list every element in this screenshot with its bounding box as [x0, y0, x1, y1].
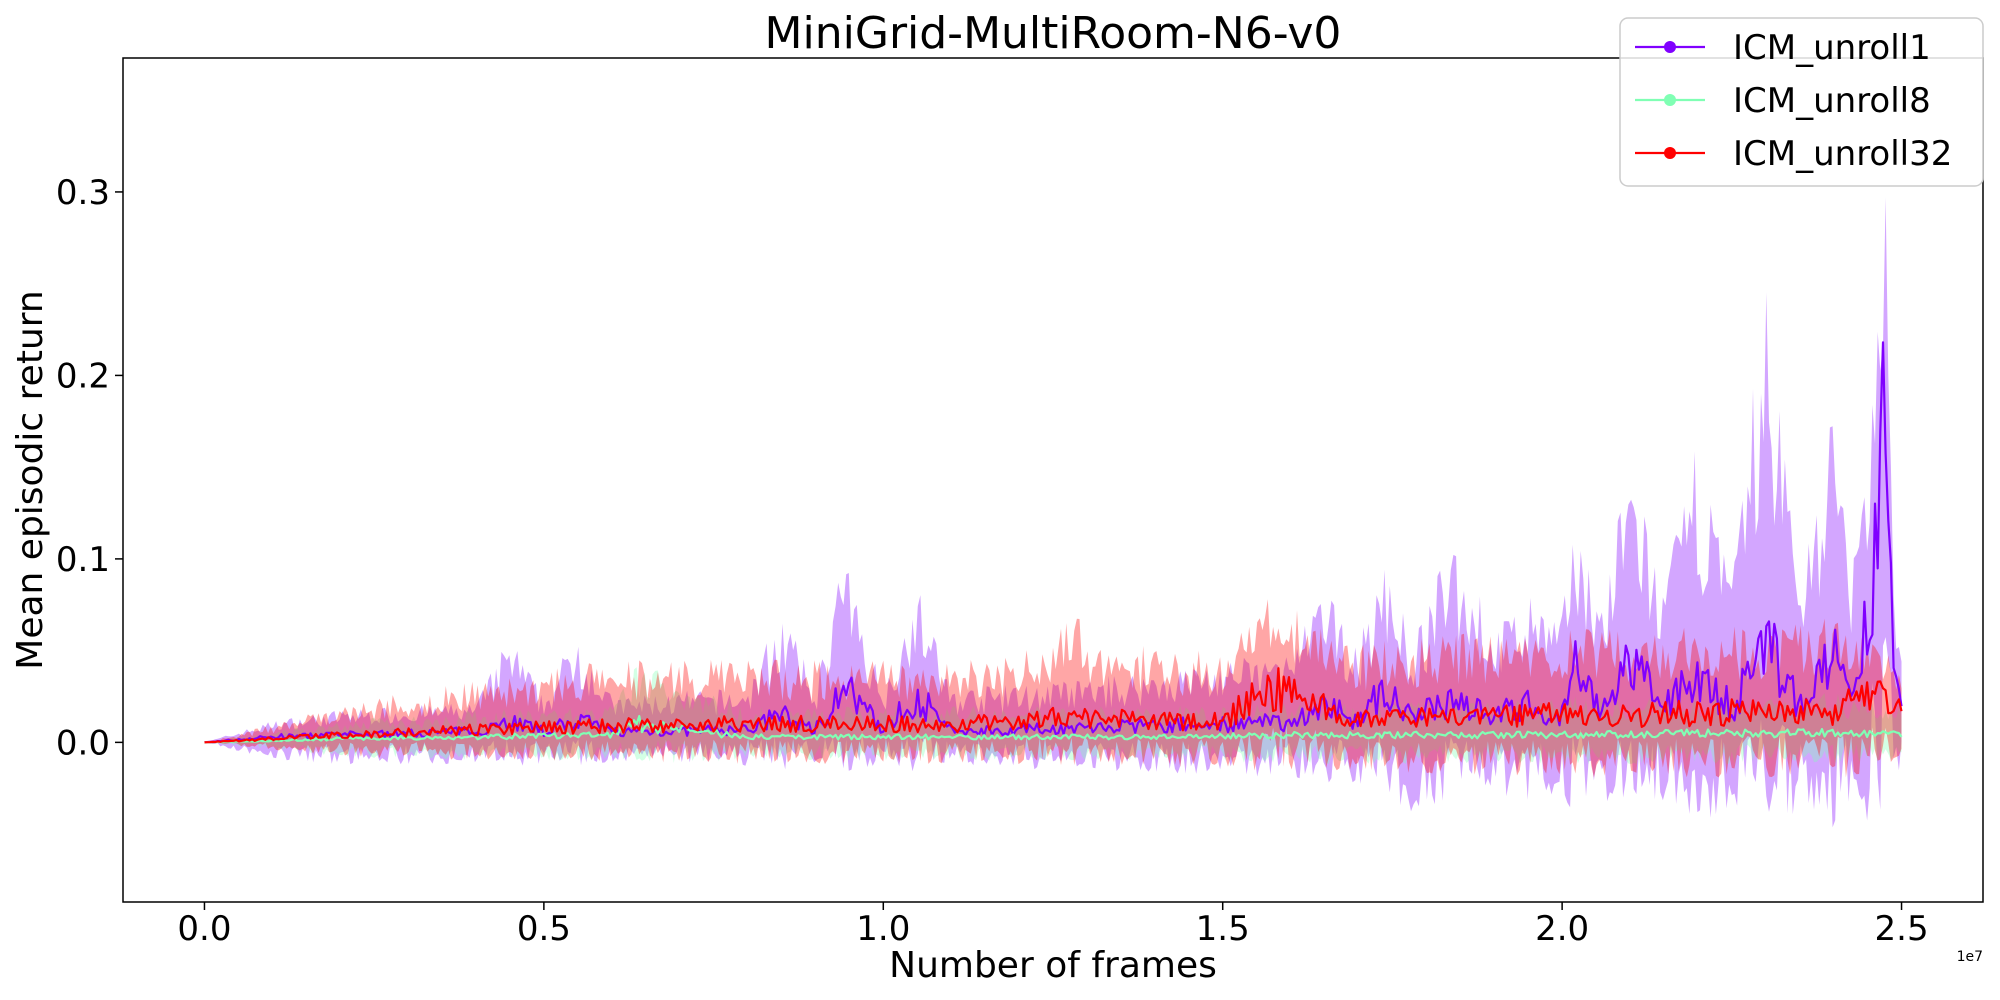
x-tick-label: 2.0	[1535, 909, 1589, 949]
x-tick-label: 1.0	[856, 909, 910, 949]
x-axis-ticks: 0.0 0.5 1.0 1.5 2.0 2.5	[177, 902, 1929, 949]
legend-label: ICM_unroll32	[1733, 134, 1952, 174]
legend-entry: ICM_unroll8	[1635, 81, 1931, 121]
x-tick-label: 0.5	[517, 909, 571, 949]
plot-frame	[122, 57, 1984, 903]
x-axis-label: Number of frames	[889, 945, 1217, 986]
band-ICM_unroll8	[204, 667, 1902, 765]
y-tick-label: 0.2	[56, 356, 110, 396]
x-tick-label: 1.5	[1196, 909, 1250, 949]
chart-title: MiniGrid-MultiRoom-N6-v0	[765, 8, 1342, 59]
confidence-bands	[204, 197, 1902, 828]
x-tick-label: 2.5	[1875, 909, 1929, 949]
y-tick-label: 0.3	[56, 173, 110, 213]
line-ICM_unroll32	[204, 667, 1903, 744]
legend-label: ICM_unroll1	[1733, 28, 1931, 68]
series-lines	[204, 341, 1903, 744]
legend-entry: ICM_unroll32	[1635, 134, 1952, 174]
band-ICM_unroll32	[204, 599, 1902, 778]
y-axis-ticks: 0.0 0.1 0.2 0.3	[56, 173, 123, 763]
y-tick-label: 0.0	[56, 723, 110, 763]
y-axis-label: Mean episodic return	[10, 290, 51, 669]
line-ICM_unroll8	[204, 714, 1903, 744]
band-ICM_unroll1	[204, 197, 1902, 828]
x-offset-label: 1e7	[1957, 949, 1983, 965]
x-tick-label: 0.0	[177, 909, 231, 949]
legend-marker	[1664, 147, 1676, 159]
legend: ICM_unroll1 ICM_unroll8 ICM_unroll32	[1619, 17, 1984, 187]
legend-label: ICM_unroll8	[1733, 81, 1931, 121]
y-tick-label: 0.1	[56, 540, 110, 580]
legend-marker	[1664, 41, 1676, 53]
legend-box	[1619, 17, 1984, 187]
legend-marker	[1664, 94, 1676, 106]
legend-entry: ICM_unroll1	[1635, 28, 1931, 68]
